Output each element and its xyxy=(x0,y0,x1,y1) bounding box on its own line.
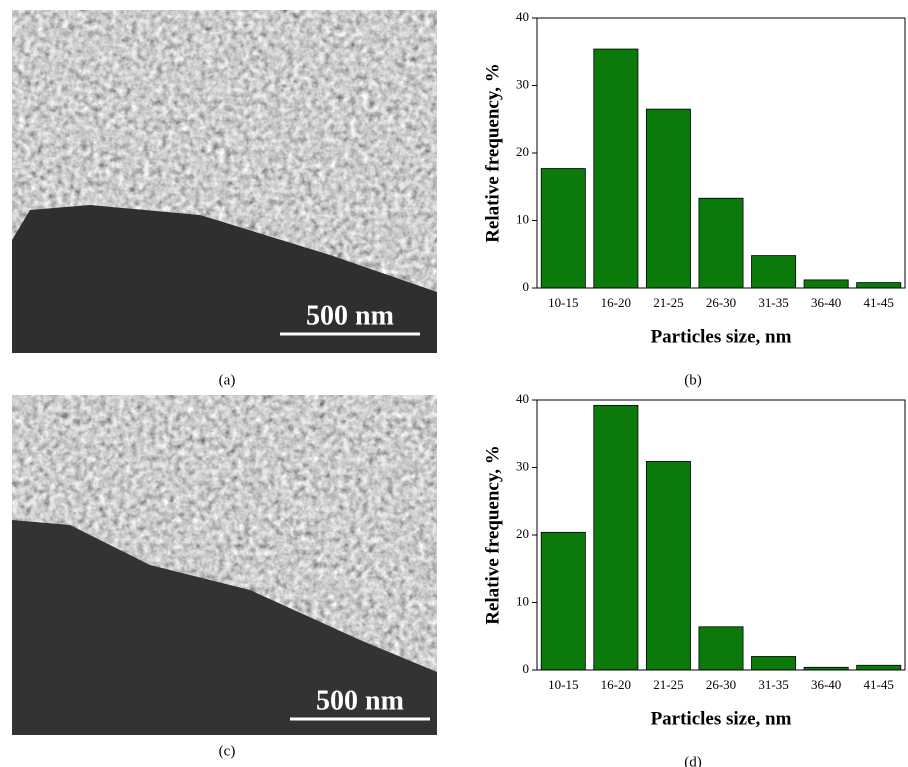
x-tick-label: 36-40 xyxy=(811,295,841,310)
y-tick-label: 10 xyxy=(516,211,529,226)
panel-label: (c) xyxy=(219,743,236,759)
bar xyxy=(645,461,691,671)
panel-label: (a) xyxy=(219,372,236,388)
y-tick-label: 20 xyxy=(516,526,529,541)
x-tick-label: 16-20 xyxy=(601,295,631,310)
x-axis-title: Particles size, nm xyxy=(651,326,792,347)
bar xyxy=(856,282,902,289)
bar xyxy=(698,626,744,671)
bar xyxy=(540,168,586,289)
x-tick-label: 10-15 xyxy=(548,295,578,310)
x-tick-label: 41-45 xyxy=(864,295,894,310)
y-tick-label: 0 xyxy=(523,661,530,676)
panel-label: (d) xyxy=(684,754,702,767)
plot-frame xyxy=(536,17,906,289)
scale-bar-label: 500 nm xyxy=(306,300,394,331)
x-axis-title: Particles size, nm xyxy=(651,708,792,729)
x-tick-label: 21-25 xyxy=(653,295,683,310)
y-tick-label: 30 xyxy=(516,458,529,473)
bar xyxy=(803,279,849,289)
bar xyxy=(751,656,797,671)
sem-image-a: 500 nm xyxy=(12,10,437,353)
x-tick-label: 10-15 xyxy=(548,677,578,692)
bar xyxy=(593,48,639,289)
panel-label: (b) xyxy=(684,372,702,388)
scale-bar-label: 500 nm xyxy=(316,685,404,716)
bar xyxy=(856,664,902,671)
y-tick-label: 20 xyxy=(516,144,529,159)
y-tick-label: 30 xyxy=(516,76,529,91)
x-tick-label: 16-20 xyxy=(601,677,631,692)
y-tick-label: 40 xyxy=(516,391,529,406)
x-tick-label: 21-25 xyxy=(653,677,683,692)
plot-frame xyxy=(536,399,906,671)
y-tick-label: 0 xyxy=(523,279,530,294)
y-axis-title: Relative frequency, % xyxy=(482,445,503,625)
x-tick-label: 31-35 xyxy=(758,677,788,692)
bar xyxy=(645,108,691,289)
x-tick-label: 31-35 xyxy=(758,295,788,310)
y-tick-label: 10 xyxy=(516,593,529,608)
bar xyxy=(698,197,744,289)
y-axis-title: Relative frequency, % xyxy=(482,63,503,243)
x-tick-label: 41-45 xyxy=(864,677,894,692)
y-tick-label: 40 xyxy=(516,9,529,24)
sem-substrate xyxy=(12,520,437,735)
bar xyxy=(751,255,797,289)
bar xyxy=(593,404,639,671)
x-tick-label: 36-40 xyxy=(811,677,841,692)
bar xyxy=(540,531,586,671)
x-tick-label: 26-30 xyxy=(706,295,736,310)
sem-substrate xyxy=(12,205,437,353)
x-tick-label: 26-30 xyxy=(706,677,736,692)
sem-image-c: 500 nm xyxy=(12,395,437,735)
